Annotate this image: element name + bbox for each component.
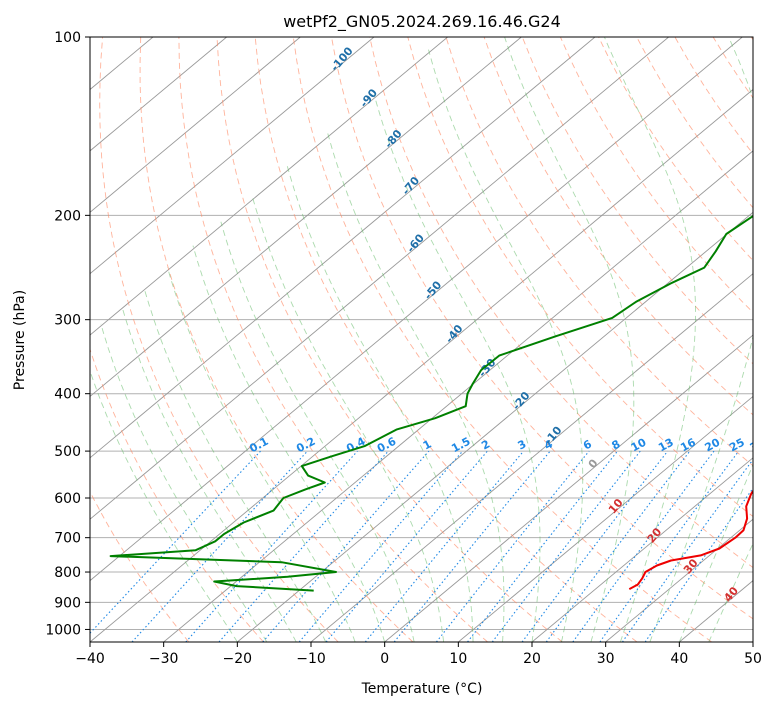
isotherm-line bbox=[605, 518, 753, 642]
isotherm-line bbox=[90, 37, 522, 398]
mixing-ratio-line bbox=[599, 450, 740, 642]
isotherm-line bbox=[90, 37, 448, 336]
x-tick-label: −40 bbox=[75, 651, 105, 667]
dry-adiabat-line bbox=[483, 37, 753, 416]
y-tick-label: 100 bbox=[54, 30, 81, 46]
x-tick-label: −10 bbox=[296, 651, 326, 667]
mixing-ratio-line bbox=[521, 450, 669, 642]
moist-adiabat-line bbox=[504, 37, 635, 642]
dry-adiabat-line bbox=[331, 37, 753, 620]
axis-ticks: −40 −30 −20 −10 0 10 20 30 40 50 100 200 300 400 500 60… bbox=[45, 30, 762, 667]
moist-adiabat-line bbox=[100, 323, 268, 642]
moist-adiabat-line bbox=[678, 463, 753, 642]
dry-adiabat-line bbox=[445, 37, 753, 467]
isotherm-line bbox=[90, 37, 669, 520]
y-tick-label: 500 bbox=[54, 444, 81, 460]
dry-adiabat-line bbox=[254, 37, 638, 642]
dry-adiabat-line bbox=[99, 37, 339, 642]
mixing-ratio-label: 20 bbox=[703, 436, 723, 455]
x-tick-label: 50 bbox=[744, 651, 762, 667]
x-tick-label: 20 bbox=[523, 651, 541, 667]
moist-adiabat-line bbox=[251, 195, 445, 642]
mixing-ratio-line bbox=[644, 487, 753, 642]
moist-adiabat-line bbox=[90, 369, 238, 642]
x-tick-label: 10 bbox=[449, 651, 467, 667]
mixing-ratio-line bbox=[325, 450, 488, 642]
y-tick-label: 400 bbox=[54, 387, 81, 403]
dry-adiabat-line bbox=[292, 37, 712, 642]
dry-adiabat-line bbox=[90, 347, 264, 642]
mixing-ratio-line bbox=[393, 450, 551, 642]
moist-adiabat-line bbox=[192, 245, 386, 642]
dewpoint-profile-line bbox=[109, 214, 753, 592]
mixing-ratio-label: 13 bbox=[656, 436, 676, 455]
moist-adiabat-line bbox=[428, 49, 584, 642]
x-tick-label: 30 bbox=[597, 651, 615, 667]
isotherm-line bbox=[90, 37, 743, 582]
mixing-ratio-line bbox=[364, 450, 525, 642]
mixing-ratio-line bbox=[435, 450, 590, 642]
isotherm-line bbox=[531, 457, 753, 642]
moist-adiabat-line bbox=[649, 37, 753, 642]
y-tick-label: 600 bbox=[54, 491, 81, 507]
isotherm-line bbox=[90, 88, 753, 642]
mixing-ratio-line bbox=[90, 450, 262, 634]
dry-adiabat-line bbox=[90, 490, 190, 642]
mixing-ratio-label: 25 bbox=[727, 436, 747, 455]
y-tick-label: 200 bbox=[54, 208, 81, 224]
x-tick-label: −20 bbox=[223, 651, 253, 667]
isotherm-line bbox=[237, 211, 753, 642]
moist-adiabat-line bbox=[603, 37, 696, 642]
y-tick-label: 700 bbox=[54, 531, 81, 547]
moist-adiabat-line bbox=[167, 267, 356, 642]
mixing-ratio-line bbox=[185, 450, 358, 642]
isotherm-line bbox=[163, 150, 753, 642]
isotherm-line bbox=[384, 334, 753, 642]
y-tick-label: 300 bbox=[54, 313, 81, 329]
mixing-ratio-label: 30 bbox=[748, 436, 768, 455]
isotherm-line bbox=[90, 37, 596, 459]
thermo-lines bbox=[90, 37, 753, 642]
moist-adiabat-line bbox=[373, 94, 541, 642]
y-axis-label: Pressure (hPa) bbox=[12, 290, 28, 390]
mixing-ratio-line bbox=[621, 458, 753, 642]
pressure-grid bbox=[90, 37, 753, 642]
isotherm-line bbox=[90, 37, 301, 213]
mixing-ratio-line bbox=[131, 450, 308, 642]
dry-adiabat-line bbox=[369, 37, 753, 569]
x-tick-label: −30 bbox=[149, 651, 179, 667]
dry-adiabat-line bbox=[216, 37, 563, 642]
isotherm-line bbox=[90, 37, 375, 275]
y-tick-label: 900 bbox=[54, 595, 81, 611]
x-axis-label: Temperature (°C) bbox=[361, 681, 483, 697]
temperature-profile-line bbox=[628, 489, 753, 590]
moist-adiabat-line bbox=[220, 221, 415, 642]
mixing-ratio-line bbox=[572, 450, 715, 642]
y-tick-label: 800 bbox=[54, 565, 81, 581]
mixing-ratio-label: 16 bbox=[678, 436, 698, 455]
plot-frame bbox=[89, 36, 754, 643]
y-tick-label: 1000 bbox=[45, 622, 81, 638]
dry-adiabat-line bbox=[178, 37, 488, 642]
isotherm-line bbox=[458, 395, 753, 642]
sounding-profiles bbox=[109, 214, 753, 592]
mixing-ratio-line bbox=[545, 450, 691, 642]
x-tick-label: 40 bbox=[670, 651, 688, 667]
moist-adiabat-line bbox=[286, 165, 474, 642]
dry-adiabat-line bbox=[407, 37, 753, 518]
x-tick-label: 0 bbox=[380, 651, 389, 667]
mixing-ratio-label: 10 bbox=[629, 436, 649, 455]
isotherm-line bbox=[90, 37, 227, 152]
chart-title: wetPf2_GN05.2024.269.16.46.G24 bbox=[283, 12, 561, 32]
